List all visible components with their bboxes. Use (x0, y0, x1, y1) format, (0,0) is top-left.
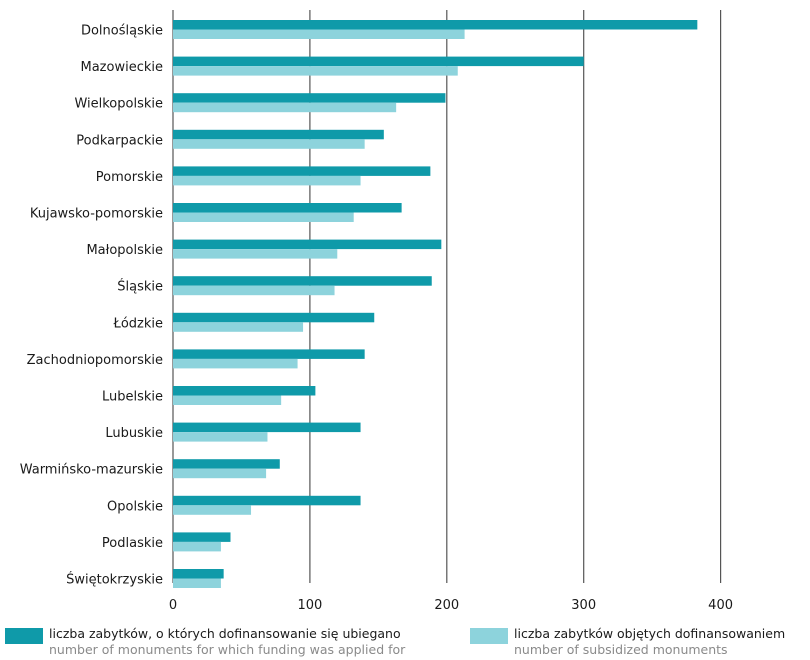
bar-subsidized-10 (173, 395, 282, 405)
bar-subsidized-6 (173, 249, 338, 259)
bar-subsidized-11 (173, 432, 268, 442)
bar-applied-2 (173, 93, 446, 103)
bar-subsidized-14 (173, 541, 221, 552)
bar-subsidized-3 (173, 139, 365, 149)
category-label: Śląskie (117, 279, 163, 295)
x-tick-label-300: 300 (571, 598, 596, 613)
category-label: Wielkopolskie (74, 97, 163, 112)
category-label: Opolskie (107, 499, 163, 514)
bar-applied-1 (173, 56, 584, 67)
bar-subsidized-2 (173, 102, 397, 113)
bar-applied-7 (173, 276, 432, 286)
category-label: Łódzkie (113, 316, 163, 331)
bar-applied-11 (173, 422, 361, 433)
legend-label-subsidized-en: number of subsidized monuments (514, 642, 728, 657)
legend-label-applied-en: number of monuments for which funding wa… (49, 642, 406, 657)
bar-subsidized-0 (173, 29, 465, 39)
legend-label-applied-pl: liczba zabytków, o których dofinansowani… (49, 626, 401, 641)
category-label: Małopolskie (86, 243, 163, 258)
bar-subsidized-4 (173, 175, 361, 186)
category-label: Dolnośląskie (81, 24, 163, 39)
category-label: Świętokrzyskie (66, 572, 163, 588)
legend-item-subsidized: liczba zabytków objętych dofinansowaniem… (470, 626, 785, 658)
bar-subsidized-12 (173, 468, 267, 479)
x-tick-label-200: 200 (434, 598, 459, 613)
x-tick-label-100: 100 (297, 598, 322, 613)
category-label: Lubuskie (105, 426, 163, 441)
bar-applied-12 (173, 459, 280, 469)
bar-applied-10 (173, 386, 316, 396)
bar-subsidized-13 (173, 505, 252, 515)
category-label: Pomorskie (96, 170, 163, 185)
bar-subsidized-15 (173, 578, 221, 588)
x-tick-label-0: 0 (169, 598, 177, 613)
bar-subsidized-1 (173, 66, 458, 76)
bar-applied-5 (173, 203, 402, 213)
bar-applied-14 (173, 532, 231, 542)
bar-applied-6 (173, 239, 442, 250)
bar-subsidized-8 (173, 322, 304, 332)
bar-applied-13 (173, 495, 361, 506)
bar-applied-4 (173, 166, 431, 176)
bar-chart: Dolnośląskie Mazowieckie Wielkopolskie Podk… (20, 10, 733, 613)
bar-subsidized-5 (173, 212, 354, 222)
category-labels: Dolnośląskie Mazowieckie Wielkopolskie Podk… (20, 24, 163, 588)
legend-item-applied: liczba zabytków, o których dofinansowani… (5, 626, 405, 658)
category-label: Podlaskie (102, 536, 163, 551)
category-label: Podkarpackie (76, 133, 163, 148)
category-label: Kujawsko-pomorskie (30, 207, 163, 222)
bar-subsidized-9 (173, 358, 298, 369)
bar-applied-8 (173, 312, 375, 323)
legend-swatch-applied (5, 628, 43, 644)
x-axis-ticks: 0 100 200 300 400 (169, 598, 733, 613)
bar-applied-3 (173, 129, 384, 140)
legend-label-subsidized-pl: liczba zabytków objętych dofinansowaniem (514, 626, 786, 641)
bar-applied-9 (173, 349, 365, 359)
category-label: Lubelskie (102, 390, 163, 405)
bar-applied-15 (173, 569, 224, 579)
bar-applied-0 (173, 20, 698, 30)
category-label: Warmińsko-mazurskie (20, 463, 163, 478)
x-tick-label-400: 400 (708, 598, 733, 613)
category-label: Zachodniopomorskie (27, 353, 163, 368)
bars (173, 20, 698, 588)
legend-swatch-subsidized (470, 628, 508, 644)
category-label: Mazowieckie (81, 60, 164, 75)
bar-subsidized-7 (173, 285, 335, 296)
